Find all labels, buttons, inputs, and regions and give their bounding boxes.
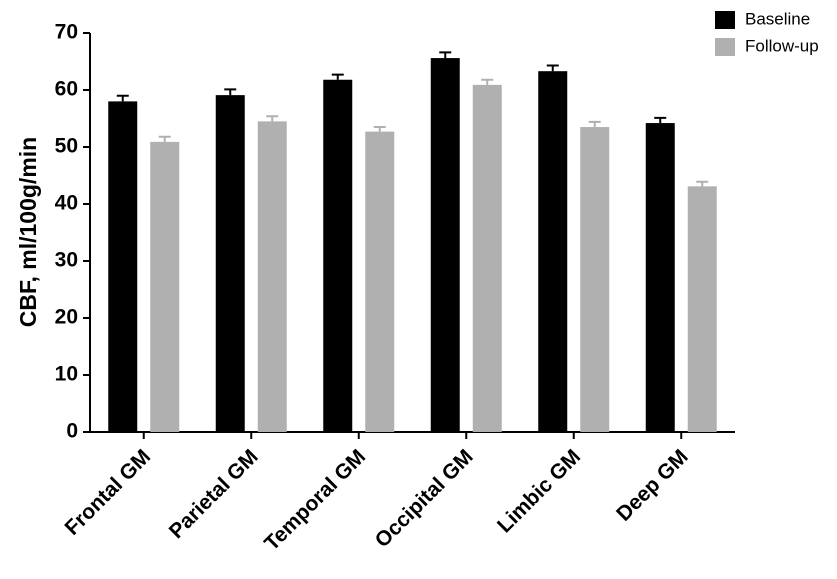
- error-bar: [116, 94, 129, 102]
- error-bar: [373, 126, 386, 132]
- error-bar: [588, 120, 601, 128]
- error-bar: [224, 88, 237, 96]
- x-tick-label: Frontal GM: [61, 445, 156, 540]
- x-tick-label: Occipital GM: [371, 445, 478, 552]
- error-bar: [266, 115, 279, 122]
- bar: [580, 127, 610, 433]
- x-tick-label: Limbic GM: [493, 445, 585, 537]
- y-tick-label: 50: [55, 135, 78, 158]
- legend-label: Baseline: [745, 9, 810, 28]
- error-bar: [481, 78, 494, 85]
- bar: [108, 101, 138, 433]
- x-tick-label: Deep GM: [612, 445, 693, 526]
- bar: [430, 58, 460, 432]
- legend-swatch: [715, 11, 735, 29]
- bar: [645, 123, 675, 432]
- y-tick-label: 10: [55, 363, 78, 386]
- bar: [257, 121, 287, 432]
- legend-label: Follow-up: [745, 36, 819, 55]
- bar: [538, 71, 568, 432]
- legend-swatch: [715, 38, 735, 56]
- y-tick-label: 30: [55, 249, 78, 272]
- y-tick-label: 40: [55, 192, 78, 215]
- bar: [323, 79, 353, 433]
- x-tick-label: Temporal GM: [260, 445, 370, 555]
- error-bar: [158, 135, 171, 142]
- y-tick-label: 60: [55, 78, 78, 101]
- bar: [215, 95, 245, 432]
- error-bar: [331, 73, 344, 80]
- y-tick-label: 70: [55, 21, 78, 44]
- x-tick-label: Parietal GM: [165, 445, 263, 543]
- error-bar: [546, 64, 559, 72]
- bar: [365, 131, 395, 433]
- error-bar: [439, 51, 452, 59]
- y-axis-title: CBF, ml/100g/min: [15, 137, 41, 327]
- bar: [150, 141, 180, 432]
- y-tick-label: 0: [66, 420, 78, 443]
- bar: [687, 186, 717, 432]
- bar: [472, 84, 502, 433]
- error-bar: [696, 180, 709, 187]
- y-tick-label: 20: [55, 306, 78, 329]
- error-bar: [654, 116, 667, 124]
